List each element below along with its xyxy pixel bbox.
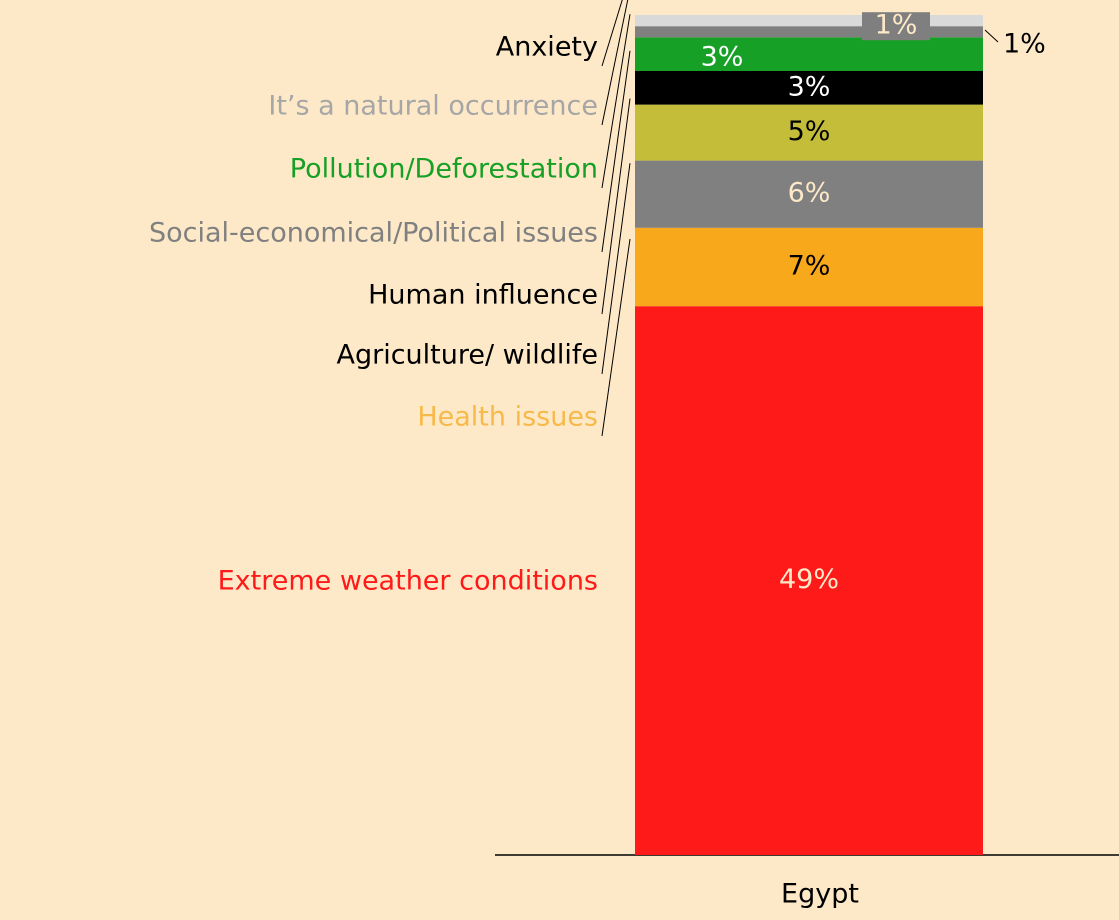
bar-segment [635, 71, 983, 105]
leader-line [601, 0, 629, 126]
leader-line [984, 29, 999, 43]
bar-segment [635, 37, 983, 71]
bar-segment [635, 306, 983, 855]
bar-segment [635, 15, 983, 27]
legend-label: Agriculture/ wildlife [336, 340, 598, 371]
legend-label: Extreme weather conditions [218, 566, 598, 597]
value-label: 6% [788, 178, 831, 209]
leader-line [601, 238, 631, 437]
leader-line [601, 98, 631, 315]
value-label: 7% [788, 251, 831, 282]
leader-line [601, 50, 631, 253]
legend-label: Pollution/Deforestation [290, 154, 598, 185]
leader-line [601, 163, 631, 375]
bar-segment [635, 26, 983, 38]
legend-label: It’s a natural occurrence [268, 91, 598, 122]
category-label: Egypt [781, 879, 859, 910]
value-label: 1% [875, 10, 918, 41]
legend-label: Social-economical/Political issues [149, 218, 598, 249]
bar-segment [635, 104, 983, 161]
leader-line [601, 14, 631, 189]
legend-label: Health issues [417, 402, 598, 433]
value-label: 49% [779, 564, 839, 595]
bar-segment [635, 227, 983, 307]
leader-line [601, 0, 623, 67]
value-label: 5% [788, 116, 831, 147]
legend-label: Human influence [368, 280, 598, 311]
bar-segment [635, 160, 983, 228]
value-label: 3% [788, 71, 831, 102]
value-label-box [862, 12, 930, 41]
value-label: 3% [701, 42, 744, 73]
value-label: 1% [1003, 29, 1046, 60]
legend-label: Anxiety [496, 32, 598, 63]
